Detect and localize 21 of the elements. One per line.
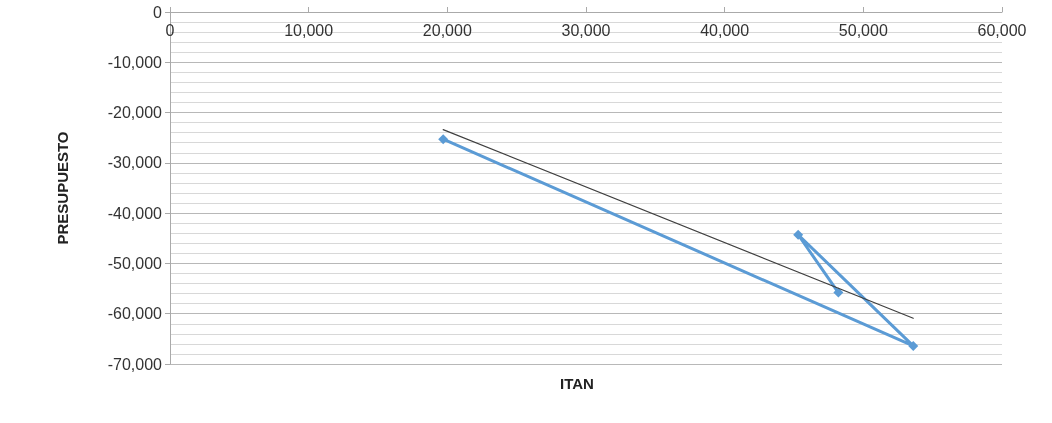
y-tick-label: -20,000	[107, 104, 163, 122]
y-tick-label: -50,000	[107, 254, 163, 272]
point	[793, 229, 804, 240]
point	[438, 134, 449, 145]
point	[908, 340, 919, 351]
y-tick-label: 0	[153, 3, 163, 21]
x-tick-label: 20,000	[422, 21, 472, 39]
x-tick-label: 60,000	[977, 21, 1027, 39]
y-axis-title: PRESUPUESTO	[54, 131, 71, 245]
y-tick-label: -30,000	[107, 154, 163, 172]
x-tick-label: 40,000	[700, 21, 750, 39]
y-tick-label: -40,000	[107, 204, 163, 222]
x-tick-label: 0	[165, 21, 175, 39]
x-tick-label: 30,000	[561, 21, 611, 39]
point	[833, 287, 844, 298]
x-tick-label: 10,000	[284, 21, 334, 39]
y-tick-label: -60,000	[107, 305, 163, 323]
x-tick-label: 50,000	[838, 21, 888, 39]
y-tick-label: -10,000	[107, 53, 163, 71]
x-axis-title: ITAN	[560, 375, 594, 392]
y-tick-label: -70,000	[107, 355, 163, 373]
